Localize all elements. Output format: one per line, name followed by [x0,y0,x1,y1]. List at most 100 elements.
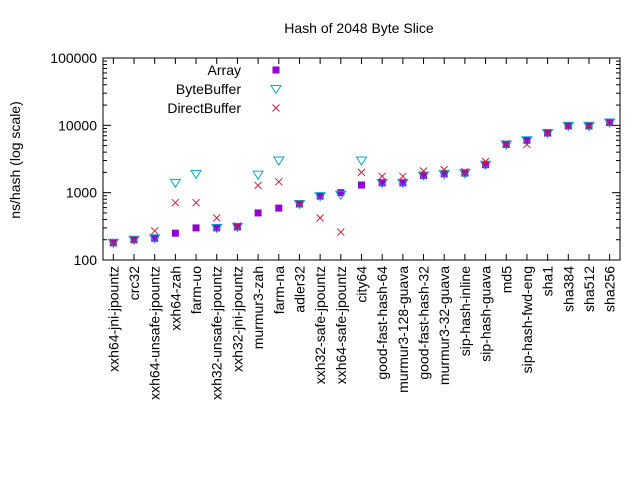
data-point [583,121,595,132]
y-axis-label: ns/hash (log scale) [7,101,23,219]
data-point [274,177,283,186]
data-point [336,228,345,236]
data-point [500,140,513,150]
x-tick-label: md5 [498,266,514,293]
data-point [378,179,386,187]
x-tick-label: sha512 [581,266,597,312]
x-tick-label: adler32 [291,266,307,313]
x-tick-label: murmur3-32-guava [436,266,452,385]
data-point [107,238,120,249]
data-point [461,169,469,177]
data-point [314,192,327,202]
data-point [420,171,428,179]
data-point [541,128,554,139]
data-point [438,169,451,180]
data-point [128,235,140,246]
data-point [109,238,118,247]
chart-title: Hash of 2048 Byte Slice [284,20,434,36]
data-point [213,224,221,232]
series-directbuffer [109,118,614,247]
data-point [440,170,448,178]
legend-label: ByteBuffer [176,81,241,97]
x-tick-label: xxh64-safe-jpountz [333,266,349,384]
y-tick-label: 100 [74,252,98,268]
x-ticks: xxh64-jni-jpountz crc32 xxh64-unsafe-jpoun… [105,58,618,400]
data-point [210,223,223,234]
y-tick-label: 10000 [58,117,97,133]
x-tick-label: murmur3-128-guava [395,266,411,393]
data-point [293,199,306,210]
y-tick-label: 1000 [66,185,97,201]
data-point [482,161,490,169]
data-point [233,222,242,230]
data-point [192,224,200,232]
data-point [355,156,368,166]
data-point [337,189,345,197]
x-tick-label: sha256 [602,266,618,312]
x-tick-label: xxh32-safe-jpountz [312,266,328,384]
series-group [107,118,616,249]
data-point [399,179,407,187]
data-point [502,140,511,148]
data-point [272,156,285,166]
data-point [316,192,324,200]
data-point [523,136,531,144]
y-ticks: 100 1000 10000 100000 [50,50,620,268]
x-tick-label: city64 [354,266,370,303]
data-point [151,234,159,242]
x-tick-label: murmur3-zah [250,266,266,349]
data-point [171,229,179,237]
legend-label: DirectBuffer [167,100,241,116]
data-point [190,169,202,180]
legend: Array ByteBuffer DirectBuffer [167,62,282,116]
data-point [334,190,347,201]
data-point [603,118,616,128]
x-tick-label: farm-uo [188,266,204,314]
data-point [521,136,533,146]
data-point [605,118,614,127]
data-point [148,234,161,244]
x-tick-label: farm-na [271,266,287,314]
legend-marker [272,66,280,74]
series-array [109,119,614,247]
data-point [254,181,262,190]
x-tick-label: good-fast-hash-32 [416,266,432,380]
data-point [233,223,241,231]
legend-marker [270,85,282,95]
data-point [543,129,552,137]
data-point [585,122,593,130]
data-point [130,235,138,244]
data-point [357,168,366,177]
x-tick-label: good-fast-hash-64 [374,266,390,380]
x-tick-label: xxh32-unsafe-jpountz [209,266,225,400]
data-point [399,172,407,181]
x-tick-label: sha1 [540,266,556,297]
data-point [192,198,200,207]
series-bytebuffer [107,118,616,249]
y-tick-label: 100000 [50,50,97,66]
data-point [254,209,262,217]
data-point [171,198,180,207]
data-point [295,200,304,208]
data-point [523,140,531,149]
data-point [358,181,365,189]
x-tick-label: sip-hash-inline [457,266,473,356]
data-point [169,178,182,189]
data-point [396,178,409,189]
data-point [231,222,244,233]
data-point [376,178,389,189]
data-point [481,157,490,166]
legend-label: Array [208,62,241,78]
data-point [419,167,428,175]
data-point [275,204,283,212]
x-tick-label: sip-hash-fwd-eng [519,266,535,373]
data-point [440,165,449,174]
data-point [212,214,221,222]
x-tick-label: crc32 [126,266,142,300]
data-point [150,227,159,235]
data-point [316,214,324,222]
data-point [417,171,430,181]
x-tick-label: sip-hash-guava [478,266,494,362]
data-point [252,170,265,181]
